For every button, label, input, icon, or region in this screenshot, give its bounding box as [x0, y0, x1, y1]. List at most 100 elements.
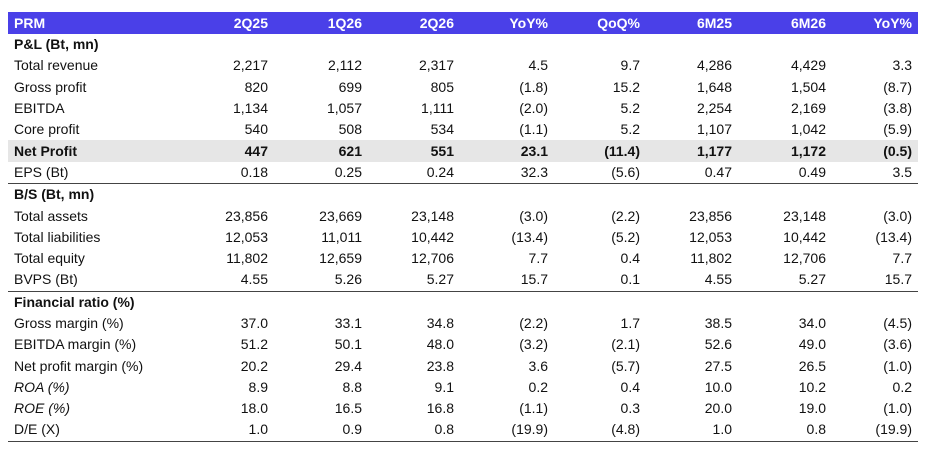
cell-1q26: 16.5: [334, 400, 362, 417]
table-row: Gross profit 820 699 805 (1.8) 15.2 1,648 1,504…: [8, 77, 918, 98]
cell-yoy-6m: 15.7: [884, 271, 912, 288]
cell-qoq: 1.7: [620, 315, 640, 331]
cell-yoy-6m: 0.2: [892, 378, 912, 395]
cell-yoy-quarter: (19.9): [460, 419, 554, 442]
header-2q26: 2Q26: [368, 12, 460, 34]
cell-yoy-6m: (0.5): [832, 140, 918, 162]
header-ticker: PRM: [8, 12, 204, 34]
cell-yoy-6m: 7.7: [892, 250, 912, 267]
section-title: Financial ratio (%): [8, 290, 918, 313]
cell-6m26: 49.0: [798, 336, 826, 353]
cell-qoq: 0.4: [620, 250, 640, 267]
cell-yoy-quarter: 7.7: [528, 250, 548, 267]
cell-2q25: 447: [204, 140, 274, 162]
cell-yoy-quarter: 4.5: [528, 57, 548, 74]
cell-6m26: 19.0: [798, 400, 826, 417]
cell-6m26: 10.2: [798, 378, 826, 395]
header-6m26: 6M26: [738, 12, 832, 34]
table-row: BVPS (Bt) 4.55 5.26 5.27 15.7 0.1 4.55 5.27 15.7: [8, 269, 918, 291]
cell-2q26: 16.8: [426, 400, 454, 417]
section-header-row: P&L (Bt, mn): [8, 34, 918, 55]
cell-2q25: 37.0: [240, 315, 268, 331]
cell-6m25: 4.55: [704, 271, 732, 288]
cell-yoy-quarter: 23.1: [460, 140, 554, 162]
cell-2q25: 0.18: [240, 163, 268, 180]
header-qoq: QoQ%: [554, 12, 646, 34]
cell-yoy-6m: (3.0): [883, 207, 912, 224]
table-row: Gross margin (%) 37.0 33.1 34.8 (2.2) 1.7 38.5…: [8, 313, 918, 334]
section-header-row: B/S (Bt, mn): [8, 183, 918, 206]
cell-6m26: 0.8: [738, 419, 832, 442]
cell-1q26: 12,659: [319, 250, 362, 267]
table-row: Total assets 23,856 23,669 23,148 (3.0) (2.2)…: [8, 205, 918, 226]
cell-1q26: 33.1: [334, 315, 362, 331]
cell-yoy-quarter: (1.1): [519, 121, 548, 138]
cell-qoq: 5.2: [620, 100, 640, 117]
cell-6m25: 0.47: [704, 163, 732, 180]
cell-6m25: 52.6: [704, 336, 732, 353]
cell-6m26: 23,148: [783, 207, 826, 224]
cell-qoq: (4.8): [554, 419, 646, 442]
row-label: Gross profit: [14, 78, 87, 95]
cell-2q25: 51.2: [240, 336, 268, 353]
row-label: Total assets: [14, 207, 88, 224]
row-label: Net Profit: [8, 140, 204, 162]
row-label: Net profit margin (%): [14, 357, 144, 374]
table-row: ROA (%) 8.9 8.8 9.1 0.2 0.4 10.0 10.2 0.2: [8, 377, 918, 398]
cell-yoy-quarter: (13.4): [511, 228, 548, 245]
cell-yoy-quarter: 32.3: [520, 163, 548, 180]
cell-yoy-6m: (13.4): [875, 228, 912, 245]
header-6m25: 6M25: [646, 12, 738, 34]
cell-2q26: 5.27: [426, 271, 454, 288]
cell-qoq: (2.2): [611, 207, 640, 224]
cell-6m25: 1,177: [646, 140, 738, 162]
cell-qoq: (5.2): [611, 228, 640, 245]
financial-summary-table-container: PRM 2Q25 1Q26 2Q26 YoY% QoQ% 6M25 6M26 Y…: [8, 12, 918, 442]
cell-6m25: 2,254: [696, 100, 732, 117]
cell-6m26: 4,429: [790, 57, 826, 74]
cell-2q25: 820: [244, 78, 268, 95]
header-yoy-6m: YoY%: [832, 12, 918, 34]
financial-summary-table: PRM 2Q25 1Q26 2Q26 YoY% QoQ% 6M25 6M26 Y…: [8, 12, 918, 442]
section-title: P&L (Bt, mn): [14, 36, 99, 53]
cell-qoq: 0.1: [620, 271, 640, 288]
cell-1q26: 29.4: [334, 357, 362, 374]
cell-2q26: 10,442: [411, 228, 454, 245]
cell-qoq: (5.6): [611, 163, 640, 180]
cell-2q26: 0.24: [426, 163, 454, 180]
cell-6m26: 1,172: [738, 140, 832, 162]
cell-6m26: 5.27: [798, 271, 826, 288]
row-label: Gross margin (%): [14, 315, 124, 331]
table-row: Total equity 11,802 12,659 12,706 7.7 0.4 11,8…: [8, 248, 918, 269]
cell-1q26: 508: [338, 121, 362, 138]
section-header-row: Financial ratio (%): [8, 290, 918, 313]
cell-6m25: 1.0: [646, 419, 738, 442]
table-row: Net Profit 447 621 551 23.1 (11.4) 1,177 1,172(…: [8, 140, 918, 162]
cell-yoy-quarter: (3.2): [519, 336, 548, 353]
row-label: EBITDA margin (%): [14, 336, 137, 353]
cell-yoy-6m: (1.0): [883, 357, 912, 374]
cell-yoy-6m: (4.5): [883, 315, 912, 331]
cell-2q25: 4.55: [240, 271, 268, 288]
cell-qoq: (11.4): [554, 140, 646, 162]
cell-yoy-6m: 3.3: [892, 57, 912, 74]
cell-2q26: 551: [368, 140, 460, 162]
cell-yoy-6m: 3.5: [892, 163, 912, 180]
row-label: EBITDA: [14, 100, 65, 117]
table-header-row: PRM 2Q25 1Q26 2Q26 YoY% QoQ% 6M25 6M26 Y…: [8, 12, 918, 34]
cell-6m26: 34.0: [798, 315, 826, 331]
cell-6m25: 12,053: [689, 228, 732, 245]
cell-1q26: 50.1: [334, 336, 362, 353]
cell-6m25: 11,802: [690, 250, 732, 267]
table-row: Total revenue 2,217 2,112 2,317 4.5 9.7 4,286 4…: [8, 55, 918, 76]
cell-2q26: 9.1: [434, 378, 454, 395]
cell-2q26: 48.0: [426, 336, 454, 353]
cell-yoy-quarter: 0.2: [528, 378, 548, 395]
row-label: BVPS (Bt): [14, 271, 78, 288]
row-label: Core profit: [14, 121, 80, 138]
table-row: EBITDA margin (%) 51.2 50.1 48.0 (3.2) (2.1) 5…: [8, 334, 918, 355]
cell-6m25: 1,648: [696, 78, 732, 95]
row-label: Total revenue: [14, 57, 99, 74]
row-label: Total liabilities: [14, 228, 101, 245]
cell-qoq: 0.4: [620, 378, 640, 395]
